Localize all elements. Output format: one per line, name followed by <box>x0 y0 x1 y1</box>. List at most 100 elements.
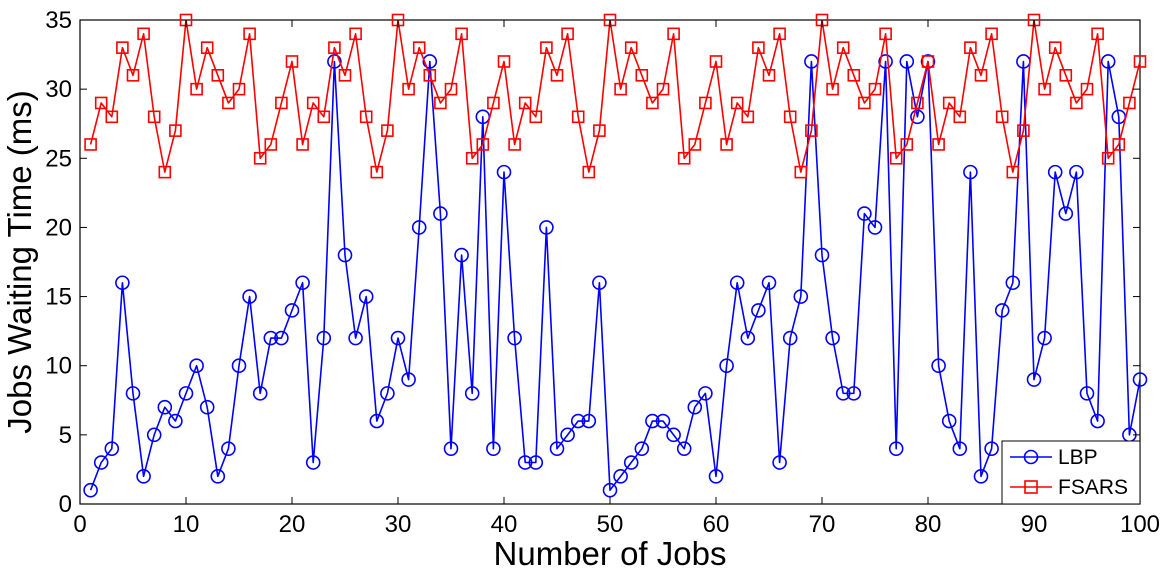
data-point-fsars <box>529 110 543 124</box>
data-point-fsars <box>836 41 850 54</box>
data-point-lbp <box>772 455 787 470</box>
data-point-fsars <box>328 41 341 54</box>
data-point-lbp <box>761 275 777 291</box>
data-point-lbp <box>454 247 469 263</box>
data-point-fsars <box>593 124 606 137</box>
data-point-fsars <box>1080 82 1094 96</box>
data-point-lbp <box>984 441 999 456</box>
y-tick-label: 30 <box>45 76 72 103</box>
x-tick-label: 0 <box>73 511 86 538</box>
data-point-fsars <box>423 69 437 82</box>
data-point-fsars <box>444 82 458 96</box>
data-point-lbp <box>676 441 692 456</box>
data-point-fsars <box>1048 41 1062 54</box>
x-tick-label: 90 <box>1021 511 1048 538</box>
data-point-fsars <box>253 151 267 165</box>
data-point-fsars <box>953 110 967 124</box>
data-point-lbp <box>221 441 236 456</box>
data-point-lbp <box>1069 164 1084 180</box>
data-point-fsars <box>879 27 892 41</box>
data-point-fsars <box>646 96 659 110</box>
data-point-lbp <box>846 386 862 401</box>
data-point-fsars <box>1091 27 1104 41</box>
data-point-lbp <box>1100 54 1116 69</box>
data-point-lbp <box>284 303 300 318</box>
data-point-lbp <box>814 247 830 263</box>
data-point-fsars <box>794 165 808 179</box>
series-line-lbp <box>89 60 1141 491</box>
legend-marker-lbp <box>1023 449 1039 465</box>
data-point-fsars <box>84 138 97 151</box>
data-point-lbp <box>719 358 734 374</box>
data-point-lbp <box>549 441 565 456</box>
data-point-fsars <box>275 96 288 110</box>
data-point-lbp <box>570 413 586 429</box>
data-point-fsars <box>317 110 331 124</box>
data-point-fsars <box>190 82 203 96</box>
data-point-lbp <box>337 247 353 263</box>
data-point-fsars <box>614 82 627 96</box>
series-line-fsars <box>89 19 1141 173</box>
data-point-fsars <box>137 27 150 41</box>
data-point-lbp <box>422 54 438 69</box>
data-point-fsars <box>169 124 182 137</box>
series-lbp <box>83 54 1148 498</box>
data-point-lbp <box>210 469 226 484</box>
x-tick-label: 10 <box>173 511 200 538</box>
legend-label-lbp: LBP <box>1058 446 1098 469</box>
data-point-fsars <box>741 110 755 124</box>
data-point-fsars <box>264 138 278 151</box>
data-point-lbp <box>1058 206 1074 221</box>
data-point-lbp <box>358 289 374 304</box>
data-point-fsars <box>762 69 776 82</box>
data-point-lbp <box>443 441 459 456</box>
data-point-fsars <box>1038 82 1051 96</box>
data-point-lbp <box>1047 164 1063 180</box>
data-point-lbp <box>910 109 925 125</box>
data-point-lbp <box>411 220 427 235</box>
data-point-fsars <box>540 41 553 54</box>
data-point-fsars <box>306 96 320 110</box>
data-point-lbp <box>613 469 628 484</box>
data-point-lbp <box>825 330 840 346</box>
data-point-fsars <box>412 41 426 54</box>
data-point-fsars <box>582 165 596 179</box>
data-point-fsars <box>752 41 765 54</box>
data-point-lbp <box>602 482 618 498</box>
x-tick-label: 30 <box>385 511 412 538</box>
data-point-lbp <box>104 441 120 456</box>
y-axis: 0 5 10 15 20 25 30 35 <box>45 7 1140 518</box>
data-point-fsars <box>232 82 246 96</box>
data-point-fsars <box>1133 55 1147 68</box>
data-point-lbp <box>687 399 703 415</box>
x-tick-label: 100 <box>1120 511 1160 538</box>
data-point-fsars <box>932 138 945 151</box>
data-point-lbp <box>560 427 575 443</box>
data-point-fsars <box>359 110 373 124</box>
data-point-fsars <box>773 27 786 41</box>
data-point-lbp <box>252 386 268 401</box>
data-point-lbp <box>305 455 321 470</box>
x-tick-label: 40 <box>491 511 518 538</box>
data-point-fsars <box>847 69 861 82</box>
data-point-fsars <box>677 151 691 165</box>
data-point-lbp <box>242 289 257 304</box>
data-point-lbp <box>178 386 194 401</box>
x-tick-label: 70 <box>809 511 836 538</box>
data-point-fsars <box>487 96 500 110</box>
data-point-fsars <box>1017 124 1030 137</box>
data-point-lbp <box>274 330 289 346</box>
data-point-fsars <box>709 55 723 68</box>
data-point-lbp <box>963 164 978 180</box>
data-point-lbp <box>263 330 279 346</box>
data-point-fsars <box>1123 96 1136 110</box>
data-point-fsars <box>900 138 914 151</box>
data-point-lbp <box>782 330 798 346</box>
data-point-fsars <box>656 82 670 96</box>
data-point-lbp <box>857 206 872 221</box>
data-point-fsars <box>571 110 585 124</box>
data-point-lbp <box>740 330 756 346</box>
data-point-fsars <box>561 27 574 41</box>
data-point-lbp <box>1037 330 1052 346</box>
data-point-fsars <box>667 27 680 41</box>
